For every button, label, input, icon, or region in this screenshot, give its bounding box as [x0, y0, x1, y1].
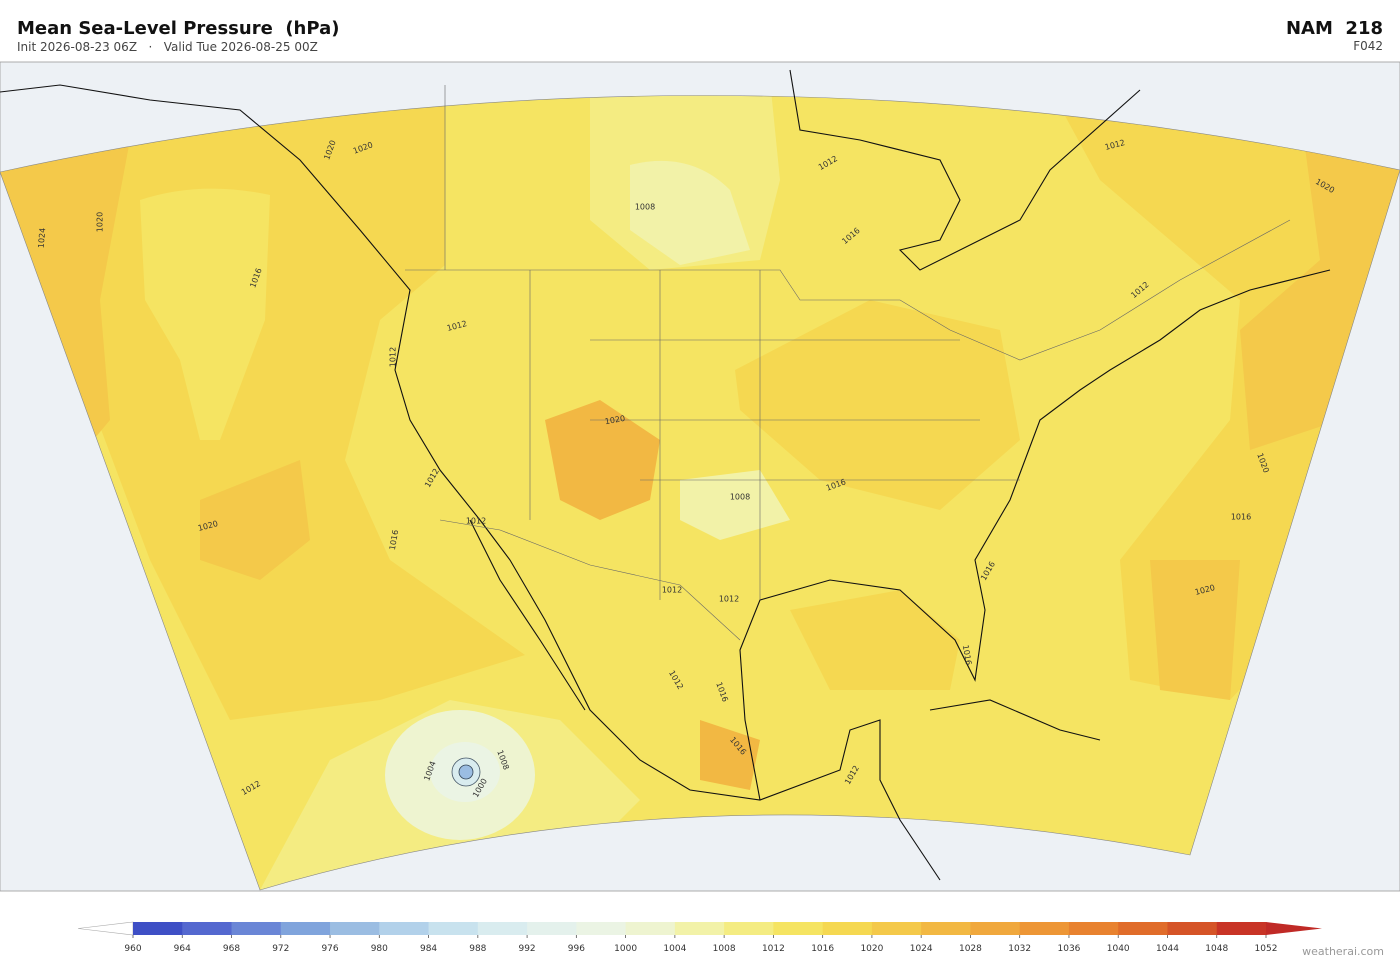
colorbar-tick-label: 968: [223, 944, 240, 954]
colorbar: 960 964 968 972 976 980 984 988 992 996 1000 1004 10…: [77, 921, 1322, 954]
colorbar-tick-label: 1020: [860, 944, 883, 954]
field-1024: [700, 720, 760, 790]
contour-label: 1008: [635, 203, 655, 212]
colorbar-segment: [921, 922, 971, 935]
colorbar-segment: [133, 922, 183, 935]
title: Mean Sea-Level Pressure (hPa): [17, 18, 339, 39]
contour-label: 1016: [961, 644, 973, 666]
colorbar-segment: [379, 922, 430, 935]
forecast-hour: F042: [1353, 39, 1383, 53]
colorbar-tick-label: 1036: [1058, 944, 1081, 954]
credit: weatherai.com: [1302, 945, 1384, 958]
colorbar-tick-label: 988: [469, 944, 486, 954]
colorbar-over: [1266, 922, 1322, 935]
colorbar-segment: [576, 922, 627, 935]
colorbar-segment: [1118, 922, 1168, 935]
colorbar-tick-label: 984: [420, 944, 437, 954]
colorbar-tick-label: 1016: [811, 944, 834, 954]
colorbar-tick-label: 992: [518, 944, 535, 954]
colorbar-segment: [182, 922, 233, 935]
coastline: [929, 699, 1101, 741]
colorbar-tick-label: 964: [174, 944, 191, 954]
colorbar-tick-label: 1012: [762, 944, 785, 954]
storm-core: [458, 764, 474, 780]
field-1016: [735, 300, 1020, 510]
colorbar-tick-label: 1028: [959, 944, 982, 954]
colorbar-tick-label: 960: [124, 944, 141, 954]
map: [0, 61, 1400, 892]
colorbar-under: [77, 921, 134, 936]
colorbar-tick-label: 996: [568, 944, 585, 954]
coastline: [469, 519, 586, 711]
border: [444, 85, 1020, 600]
colorbar-segment: [330, 922, 380, 935]
contour-label: 1008: [730, 493, 750, 502]
contour-label: 1016: [388, 529, 400, 551]
colorbar-segment: [1216, 922, 1267, 935]
colorbar-tick-label: 1048: [1205, 944, 1228, 954]
coastline: [789, 69, 1141, 271]
field-1004: [680, 470, 790, 540]
colorbar-tick-label: 1032: [1008, 944, 1031, 954]
coastline: [739, 269, 1331, 801]
colorbar-tick-label: 1000: [614, 944, 637, 954]
colorbar-segment: [625, 922, 676, 935]
field-1020: [1150, 560, 1240, 700]
contour-label: 1012: [389, 347, 398, 367]
field-1016: [0, 95, 525, 720]
colorbar-segment: [428, 922, 479, 935]
colorbar-segment: [674, 922, 725, 935]
field-1016: [790, 590, 960, 690]
contour-label: 1020: [604, 414, 626, 426]
colorbar-segment: [1068, 922, 1119, 935]
colorbar-tick-label: 980: [371, 944, 388, 954]
colorbar-segment: [871, 922, 922, 935]
colorbar-tick-label: 1044: [1156, 944, 1179, 954]
colorbar-tick-label: 1052: [1255, 944, 1278, 954]
contour-label: 1016: [1231, 513, 1251, 522]
colorbar-tick-label: 1004: [663, 944, 686, 954]
contour-label: 1020: [96, 212, 105, 232]
subtitle: Init 2026-08-23 06Z · Valid Tue 2026-08-…: [17, 40, 318, 54]
coastline: [0, 84, 941, 881]
field-1004: [630, 160, 750, 265]
colorbar-tick-label: 1024: [910, 944, 933, 954]
colorbar-tick-label: 1040: [1107, 944, 1130, 954]
border: [405, 219, 1291, 361]
colorbar-segment: [231, 922, 282, 935]
colorbar-segment: [1019, 922, 1070, 935]
field-1012: [140, 188, 270, 440]
colorbar-segment: [477, 922, 528, 935]
colorbar-segment: [527, 922, 577, 935]
colorbar-segment: [280, 922, 331, 935]
colorbar-tick-label: 976: [321, 944, 338, 954]
contour-label: 1012: [662, 586, 682, 595]
domain-edge: [0, 95, 1400, 891]
field-1024: [545, 400, 660, 520]
contour-label: 1012: [466, 517, 486, 526]
contour-label: 1024: [37, 227, 48, 248]
field-1020: [200, 460, 310, 580]
colorbar-tick-label: 1008: [713, 944, 736, 954]
border: [439, 519, 741, 641]
colorbar-segment: [773, 922, 824, 935]
colorbar-segment: [724, 922, 774, 935]
colorbar-segment: [970, 922, 1021, 935]
contour-label: 1012: [719, 595, 739, 604]
colorbar-segment: [822, 922, 873, 935]
colorbar-segment: [1167, 922, 1218, 935]
colorbar-tick-label: 972: [272, 944, 289, 954]
model: NAM 218: [1286, 18, 1383, 39]
